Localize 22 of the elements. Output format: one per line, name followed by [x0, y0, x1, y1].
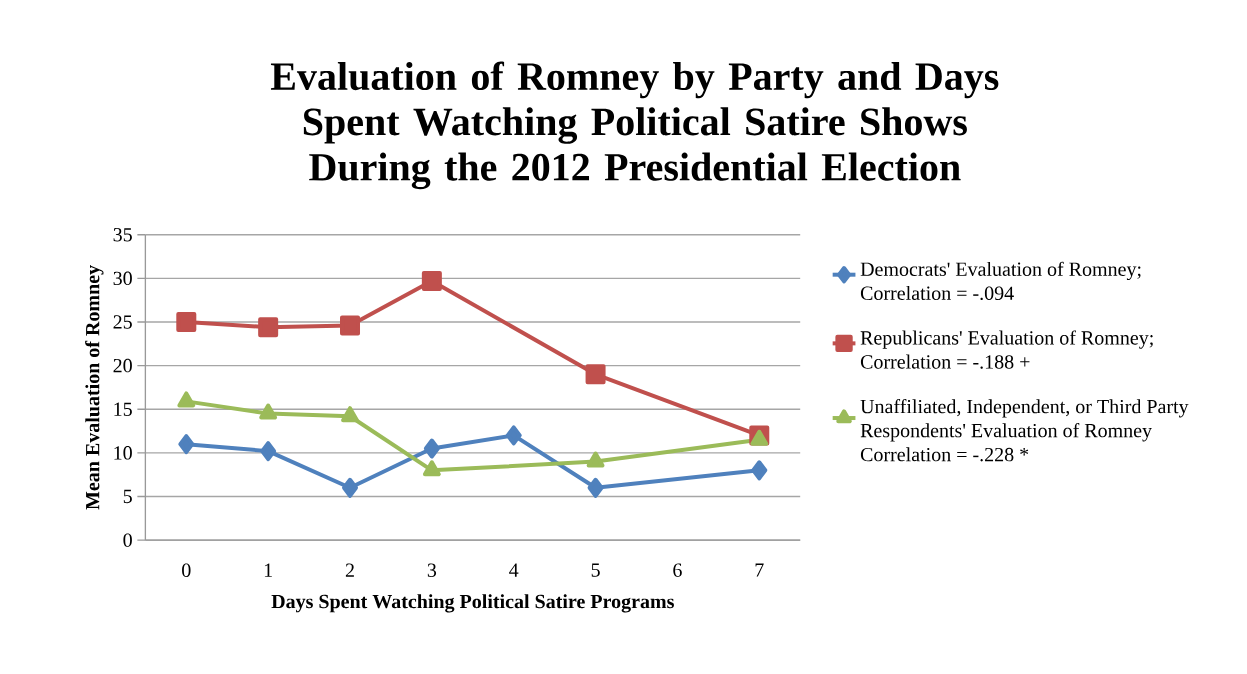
- x-tick-label: 6: [673, 563, 682, 578]
- x-tick-label: 4: [509, 563, 519, 577]
- y-tick-label: 35: [113, 228, 132, 242]
- x-tick-label: 1: [264, 563, 272, 577]
- x-tick-label: 2: [345, 563, 354, 578]
- x-tick-label: 0: [182, 563, 191, 578]
- legend-label: Republicans' Evaluation of Romney; Correlation = -.188 +: [860, 330, 1153, 370]
- legend-label: Democrats' Evaluation of Romney; Correlation = -.094: [860, 261, 1141, 301]
- y-tick-label: 15: [114, 402, 132, 417]
- x-tick-label: 7: [755, 563, 764, 577]
- y-tick-label: 25: [113, 315, 132, 329]
- y-tick-label: 10: [114, 446, 132, 460]
- legend-label: Unaffiliated, Independent, or Third Party Respondents' Evaluation of Romney Correlation = -.228 *: [860, 399, 1189, 462]
- x-tick-label: 5: [591, 563, 600, 578]
- y-tick-label: 20: [113, 359, 132, 373]
- x-axis-title: Days Spent Watching Political Satire Programs: [271, 594, 674, 613]
- x-tick-label: 3: [427, 563, 437, 578]
- y-tick-label: 5: [123, 490, 132, 504]
- y-tick-label: 30: [113, 271, 132, 286]
- chart-title: Evaluation of Romney by Party and Days Spent Watching Political Satire Shows During the 2012 Presidential Election: [270, 61, 999, 190]
- y-tick-label: 0: [123, 533, 132, 548]
- y-axis-title: Mean Evaluation of Romney: [85, 265, 104, 510]
